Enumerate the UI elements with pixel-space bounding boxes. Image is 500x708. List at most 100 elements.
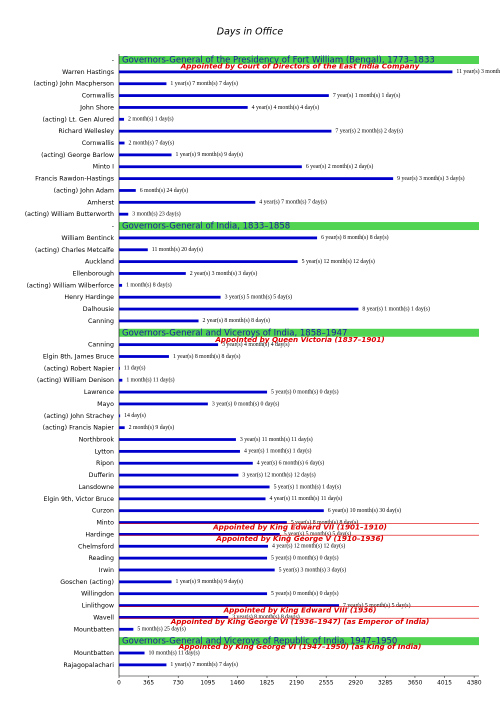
value-label: 4 year(s) 6 month(s) 6 day(s) [257, 460, 325, 467]
value-label: 1 year(s) 9 month(s) 9 day(s) [176, 151, 244, 158]
y-tick-label: (acting) John Adam [54, 187, 114, 194]
y-tick-label: (acting) William Wilberforce [27, 282, 115, 289]
x-tick-label: 0 [117, 681, 121, 687]
y-tick-label: Cornwallis [82, 140, 114, 147]
value-label: 6 year(s) 8 month(s) 8 day(s) [321, 234, 389, 241]
group-band [119, 56, 479, 64]
value-label: 8 year(s) 1 month(s) 1 day(s) [362, 305, 430, 312]
y-tick-label: William Bentinck [61, 235, 114, 242]
y-tick-label: Cornwallis [82, 93, 114, 100]
y-tick-label: Henry Hardinge [64, 294, 114, 301]
y-tick-label: Amherst [87, 199, 114, 206]
bar [119, 521, 287, 524]
value-label: 4 year(s) 4 month(s) 4 day(s) [252, 104, 320, 111]
bar [119, 82, 167, 86]
bar [119, 414, 121, 418]
value-label: 5 year(s) 0 month(s) 0 day(s) [271, 554, 339, 561]
value-label: 5 year(s) 12 month(s) 12 day(s) [302, 258, 375, 265]
y-tick-label: Lawrence [84, 389, 114, 396]
value-label: 4 year(s) 11 month(s) 11 day(s) [270, 495, 343, 502]
value-label: 5 year(s) 8 month(s) 8 day(s) [291, 519, 359, 526]
value-label: 11 year(s) 3 month(s) 3 day(s) [456, 68, 500, 75]
bar [119, 497, 266, 501]
y-tick-label: Elgin 9th, Victor Bruce [44, 496, 115, 503]
y-tick-label: John Shore [79, 104, 114, 111]
bar [119, 343, 219, 347]
value-label: 6 month(s) 24 day(s) [140, 187, 189, 194]
value-label: 6 year(s) 2 month(s) 2 day(s) [306, 163, 374, 170]
bar [119, 141, 125, 145]
y-tick-label: Minto I [93, 164, 114, 171]
x-tick-label: 4380 [467, 681, 482, 687]
y-tick-label: (acting) Charles Metcalfe [35, 247, 114, 254]
y-tick-label: Canning [88, 342, 114, 349]
bar [119, 438, 236, 441]
value-label: 1 year(s) 7 month(s) 7 day(s) [170, 661, 238, 668]
value-label: 1 year(s) 7 month(s) 7 day(s) [170, 80, 238, 87]
y-tick-label: Lytton [95, 448, 114, 455]
y-tick-label: Irwin [99, 567, 114, 574]
bar [119, 177, 394, 180]
bar [119, 153, 172, 157]
annotation: Appointed by King George VI (1947–1950) … [178, 642, 421, 651]
value-label: 7 year(s) 2 month(s) 2 day(s) [335, 127, 403, 134]
y-tick-label: Hardinge [85, 531, 114, 538]
bar [119, 212, 129, 216]
y-tick-label: (acting) George Barlow [41, 152, 114, 159]
x-tick-label: 3285 [378, 681, 393, 687]
x-tick-label: 730 [173, 681, 184, 687]
y-tick-label: (acting) Robert Napier [44, 365, 115, 372]
value-label: 3 year(s) 5 month(s) 5 day(s) [225, 294, 293, 301]
bar [119, 165, 302, 169]
y-tick-label: Ripon [96, 460, 114, 467]
bar [119, 366, 120, 370]
bar [119, 248, 148, 252]
bar [119, 260, 298, 264]
value-label: 3 year(s) 12 month(s) 12 day(s) [242, 471, 315, 478]
value-label: 5 year(s) 1 month(s) 1 day(s) [274, 483, 342, 490]
bar [119, 117, 125, 121]
y-tick-label: Linlithgow [82, 603, 114, 610]
y-tick-label: (acting) John Strachey [44, 413, 114, 420]
y-tick-label: Warren Hastings [62, 69, 114, 76]
value-label: 3 year(s) 11 month(s) 11 day(s) [240, 436, 313, 443]
value-label: 11 day(s) [124, 365, 146, 372]
y-tick-label: - [112, 57, 114, 64]
group-band [119, 328, 479, 337]
bar [119, 663, 167, 667]
bar [119, 426, 125, 430]
bar [119, 200, 256, 204]
value-label: 5 year(s) 0 month(s) 0 day(s) [271, 388, 339, 395]
bar [119, 533, 280, 536]
group-title: Governors-General of India, 1833–1858 [122, 222, 290, 232]
value-label: 7 year(s) 5 month(s) 5 day(s) [343, 602, 411, 609]
x-tick-label: 3650 [408, 681, 423, 687]
y-tick-label: - [112, 223, 114, 230]
bar [119, 295, 221, 299]
bar [119, 378, 123, 382]
y-tick-label: Chelmsford [78, 543, 114, 550]
group-title: Governors-General and Viceroys of Republ… [122, 637, 397, 647]
bar [119, 449, 240, 453]
y-tick-label: (acting) John Macpherson [34, 81, 114, 88]
value-label: 1 year(s) 8 month(s) 8 day(s) [173, 353, 241, 360]
value-label: 9 year(s) 3 month(s) 3 day(s) [397, 175, 465, 182]
bar [119, 627, 134, 631]
annotation: Appointed by King George VI (1936–1947) … [170, 617, 430, 626]
value-label: 4 year(s) 12 month(s) 12 day(s) [272, 543, 345, 550]
group-title: Governors-General and Viceroys of India,… [122, 328, 347, 338]
y-tick-label: (acting) William Denison [37, 377, 114, 384]
x-tick-label: 2190 [289, 681, 304, 687]
y-tick-label: Francis Rawdon-Hastings [35, 176, 114, 183]
x-tick-label: 365 [143, 681, 154, 687]
annotation: Appointed by King George V (1910–1936) [215, 534, 383, 543]
bar [119, 544, 269, 548]
value-label: 2 year(s) 8 month(s) 8 day(s) [203, 317, 271, 324]
bar [119, 70, 453, 74]
y-tick-label: Dalhousie [83, 306, 114, 313]
value-label: 2 month(s) 7 day(s) [129, 139, 175, 146]
bar [119, 473, 239, 477]
y-tick-label: Minto [97, 520, 115, 527]
chart-title: Days in Office [217, 27, 284, 38]
bar [119, 307, 359, 311]
